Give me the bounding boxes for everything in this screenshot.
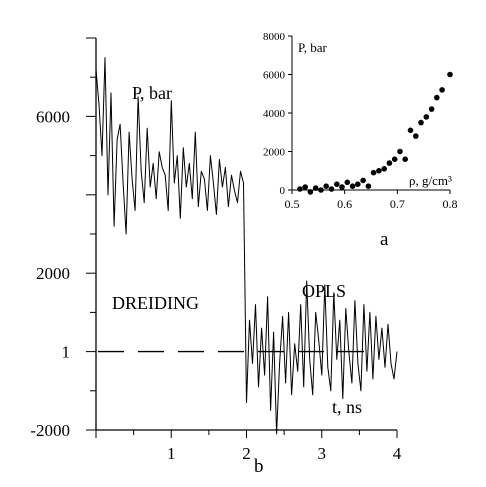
inset-data-point (297, 186, 303, 192)
inset-x-axis-label: ρ, g/cm³ (409, 173, 452, 188)
main-x-tick-label: 3 (318, 444, 327, 463)
inset-data-point (407, 127, 414, 134)
inset-data-point (381, 166, 388, 172)
inset-data-point (376, 168, 382, 174)
inset-data-point (370, 169, 377, 176)
main-chart: 6000 2000 1 -2000 1 2 3 4 P, bar t, ns b DREIDI… (30, 37, 402, 477)
inset-data-point (302, 184, 309, 190)
inset-data-point (323, 183, 330, 189)
inset-chart: 0 2000 4000 6000 8000 0.5 0.6 0.7 0.8 P, bar ρ, … (263, 31, 458, 250)
main-tick-labels: 6000 2000 1 -2000 1 2 3 4 (30, 107, 401, 463)
inset-data-point (349, 183, 356, 189)
inset-data-point (365, 183, 372, 189)
inset-data-point (402, 156, 409, 162)
inset-data-point (413, 133, 419, 139)
main-y-tick-label: -2000 (30, 421, 70, 440)
main-y-tick-label: 1 (62, 343, 71, 362)
inset-x-tick-label: 0.7 (390, 197, 405, 211)
inset-data-point (360, 177, 366, 184)
main-panel-letter: b (254, 456, 264, 477)
main-y-axis-label: P, bar (132, 83, 172, 103)
inset-data-point (339, 184, 345, 190)
inset-data-point (434, 94, 440, 101)
opls-label: OPLS (302, 281, 346, 301)
inset-tick-marks (288, 35, 451, 194)
inset-y-tick-label: 4000 (263, 108, 286, 120)
main-y-tick-label: 2000 (36, 264, 70, 283)
inset-data-point (328, 186, 335, 192)
inset-tick-labels: 0 2000 4000 6000 8000 0.5 0.6 0.7 0.8 (263, 31, 458, 211)
inset-data-point (344, 179, 351, 186)
main-x-tick-label: 2 (242, 444, 251, 463)
inset-x-tick-label: 0.5 (285, 197, 300, 211)
inset-x-tick-label: 0.8 (443, 197, 458, 211)
inset-y-axis-label: P, bar (298, 40, 328, 55)
inset-data-point (307, 189, 314, 195)
inset-data-point (355, 181, 361, 187)
inset-data-point (312, 185, 319, 191)
inset-y-tick-label: 2000 (263, 147, 286, 159)
inset-data-point (391, 156, 398, 162)
inset-x-tick-label: 0.6 (337, 197, 352, 211)
inset-scatter-points (297, 71, 453, 195)
inset-data-point (418, 119, 424, 126)
inset-data-point (428, 106, 435, 112)
inset-panel-letter: a (380, 229, 389, 250)
inset-data-point (447, 71, 453, 78)
main-y-tick-label: 6000 (36, 107, 70, 126)
inset-axes (291, 36, 450, 191)
inset-data-point (318, 187, 324, 193)
inset-data-point (334, 181, 340, 187)
pressure-trace-line (95, 57, 398, 435)
inset-data-point (439, 87, 445, 93)
main-x-tick-label: 1 (167, 444, 176, 463)
dreiding-label: DREIDING (112, 293, 199, 313)
inset-data-point (397, 148, 403, 155)
main-pressure-series (95, 57, 398, 435)
main-x-tick-label: 4 (393, 444, 402, 463)
inset-y-tick-label: 8000 (263, 31, 286, 43)
inset-y-tick-label: 6000 (263, 70, 286, 82)
main-tick-marks (86, 37, 398, 438)
inset-y-tick-label: 0 (280, 185, 286, 197)
main-x-axis-label: t, ns (332, 397, 362, 417)
inset-data-point (423, 114, 430, 120)
inset-data-point (386, 160, 393, 166)
